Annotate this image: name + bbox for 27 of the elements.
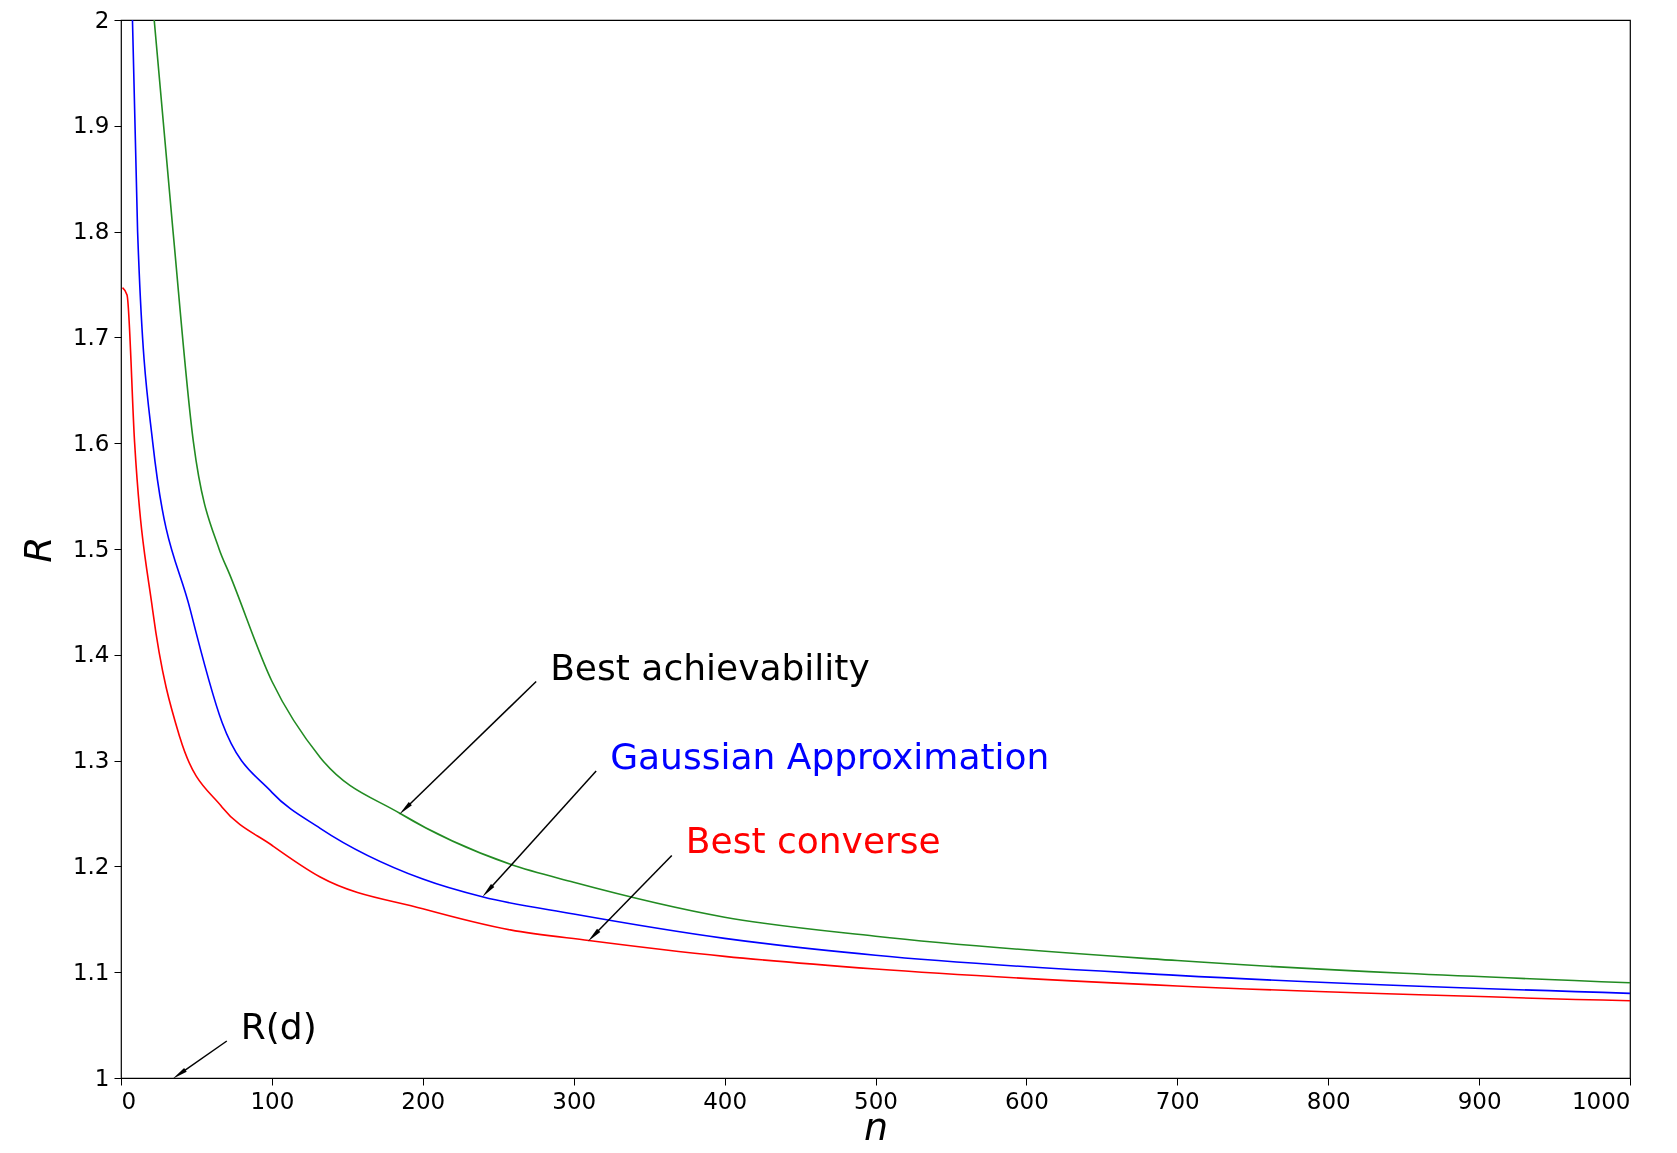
line-series <box>121 286 1630 1002</box>
annotation: R(d) <box>240 1006 317 1047</box>
y-tick-label: 2 <box>94 6 110 33</box>
x-tick-label: 900 <box>1457 1087 1502 1114</box>
y-tick-label: 1 <box>94 1064 110 1091</box>
x-tick-label: 0 <box>121 1087 137 1114</box>
y-axis-title: R <box>15 536 60 563</box>
y-tick-label: 1.8 <box>72 218 110 245</box>
x-tick-label: 800 <box>1306 1087 1351 1114</box>
y-tick-label: 1.5 <box>72 535 110 562</box>
x-tick-label: 100 <box>250 1087 295 1114</box>
y-tick-label: 1.4 <box>72 641 110 668</box>
x-tick-label: 700 <box>1155 1087 1200 1114</box>
y-tick-label: 1.3 <box>72 747 110 774</box>
annotation: Best converse <box>685 820 941 862</box>
x-tick-label: 400 <box>703 1087 748 1114</box>
y-tick-label: 1.6 <box>72 429 110 456</box>
x-tick-label: 1000 <box>1571 1087 1631 1114</box>
x-tick-label: 300 <box>552 1087 597 1114</box>
y-tick-label: 1.7 <box>72 323 110 350</box>
x-tick-label: 600 <box>1004 1087 1049 1114</box>
y-tick-label: 1.2 <box>72 852 110 879</box>
x-tick-label: 200 <box>401 1087 446 1114</box>
annotation: Best achievability <box>550 646 870 688</box>
annotation: Gaussian Approximation <box>610 736 1050 778</box>
y-tick-label: 1.9 <box>72 112 110 139</box>
y-tick-label: 1.1 <box>72 958 110 985</box>
